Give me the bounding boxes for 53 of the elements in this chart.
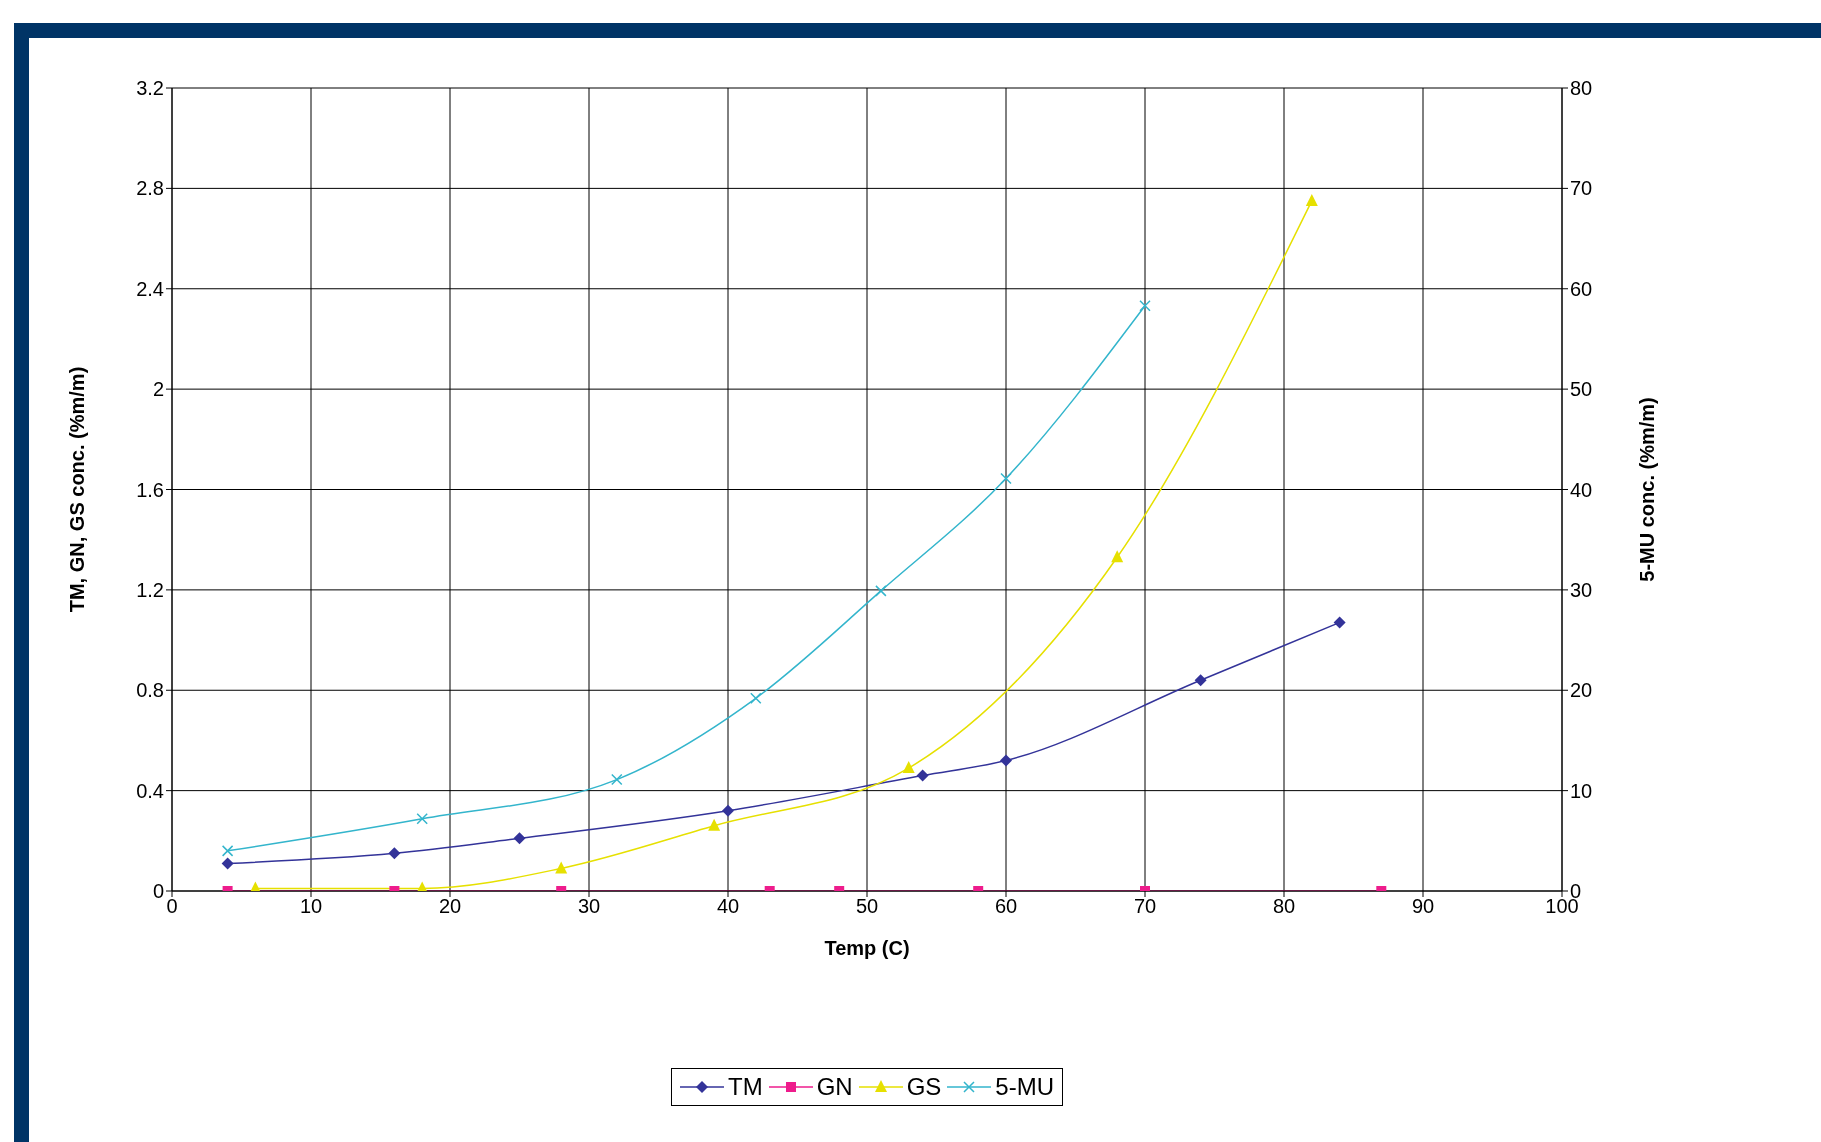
y2-axis-title: 5-MU conc. (%m/m) (1636, 397, 1659, 582)
y-tick-label: 1.2 (136, 578, 164, 601)
x-tick-label: 90 (1411, 895, 1435, 918)
y2-tick-label: 40 (1570, 478, 1593, 501)
y2-tick-label: 50 (1570, 378, 1593, 401)
x-tick-label: 0 (166, 895, 178, 918)
point (1111, 550, 1124, 563)
x-tick-label: 70 (1133, 895, 1157, 918)
y2-tick-label: 80 (1570, 77, 1593, 100)
legend-label: TM (727, 1073, 763, 1101)
point (611, 773, 623, 786)
point (902, 761, 915, 774)
x-axis-title: Temp (C) (824, 937, 910, 960)
point (1139, 300, 1151, 312)
point (722, 804, 734, 817)
y-tick-label: 2.4 (136, 277, 164, 300)
y-tick-label: 0.4 (136, 779, 164, 802)
legend-label: GN (816, 1073, 853, 1101)
point (708, 818, 721, 831)
point (1194, 674, 1207, 687)
y-tick-label: 0 (152, 880, 164, 903)
x-tick-label: 50 (855, 895, 879, 918)
x-tick-label: 20 (438, 895, 462, 918)
point (221, 845, 234, 857)
y-tick-label: 2 (152, 378, 164, 401)
point (1333, 616, 1346, 629)
point (513, 832, 526, 845)
y2-tick-label: 60 (1570, 277, 1593, 300)
legend-label: GS (906, 1073, 942, 1101)
y2-tick-label: 70 (1570, 177, 1593, 200)
y2-tick-label: 20 (1570, 679, 1593, 702)
legend-label: 5-MU (995, 1073, 1055, 1101)
y-tick-label: 1.6 (136, 478, 164, 501)
y2-tick-label: 30 (1570, 578, 1593, 601)
point (750, 692, 762, 705)
point (221, 857, 234, 870)
point (1000, 754, 1012, 767)
point (555, 861, 568, 874)
y-tick-label: 2.8 (136, 177, 164, 200)
x-tick-label: 10 (299, 895, 323, 918)
y-axis-title: TM, GN, GS conc. (%m/m) (66, 366, 89, 613)
point (875, 585, 887, 597)
x-tick-label: 40 (716, 895, 740, 918)
point (1000, 472, 1012, 485)
y-tick-label: 0.8 (136, 679, 164, 702)
y2-tick-label: 10 (1570, 779, 1593, 802)
x-tick-label: 80 (1272, 895, 1296, 918)
point (388, 847, 401, 860)
point (916, 769, 929, 782)
x-tick-label: 30 (577, 895, 601, 918)
x-tick-label: 60 (994, 895, 1018, 918)
point (416, 812, 428, 825)
y-tick-label: 3.2 (136, 77, 164, 100)
